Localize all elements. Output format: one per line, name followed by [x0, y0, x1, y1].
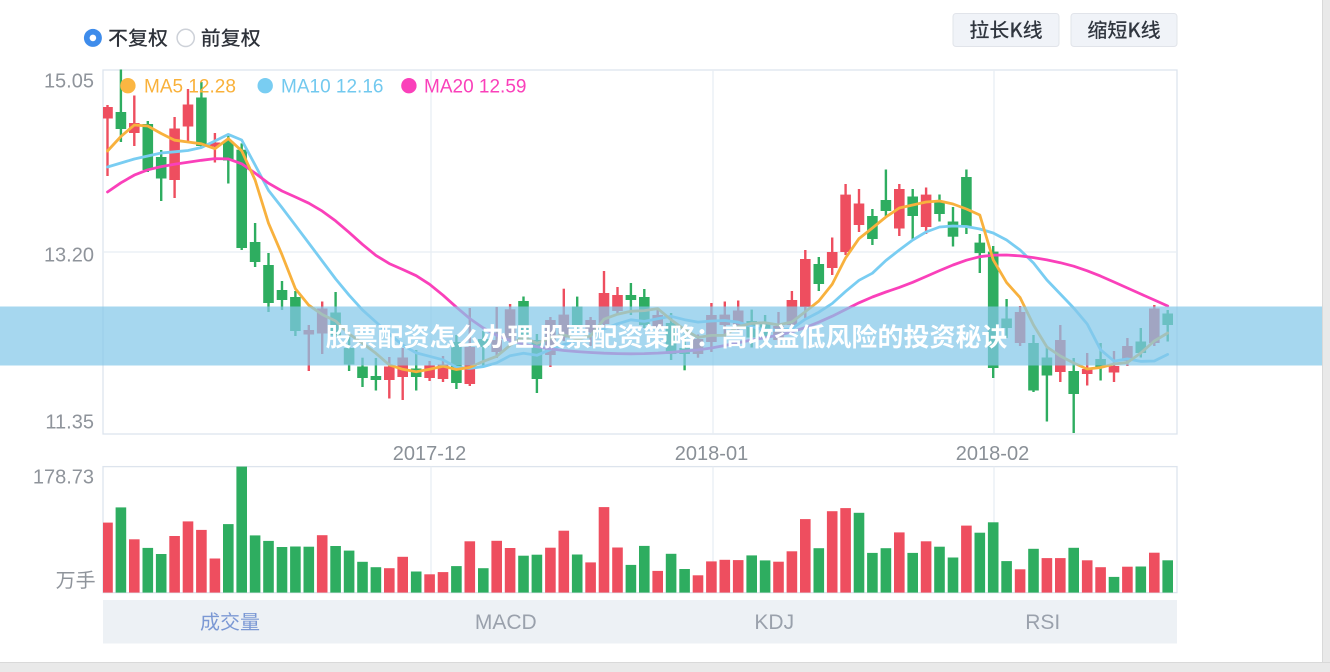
svg-text:RSI: RSI	[1025, 611, 1060, 634]
svg-text:2018-02: 2018-02	[956, 443, 1029, 465]
svg-text:13.20: 13.20	[44, 245, 94, 267]
svg-text:MA5 12.28: MA5 12.28	[144, 76, 236, 97]
svg-text:11.35: 11.35	[45, 412, 94, 434]
svg-text:2017-12: 2017-12	[393, 443, 466, 465]
svg-text:KDJ: KDJ	[754, 611, 794, 634]
svg-text:2018-01: 2018-01	[675, 443, 748, 465]
svg-text:15.05: 15.05	[44, 71, 94, 93]
svg-text:MA20 12.59: MA20 12.59	[424, 76, 526, 97]
svg-text:MACD: MACD	[475, 611, 537, 634]
svg-text:178.73: 178.73	[33, 467, 94, 489]
svg-text:MA10 12.16: MA10 12.16	[281, 76, 383, 97]
